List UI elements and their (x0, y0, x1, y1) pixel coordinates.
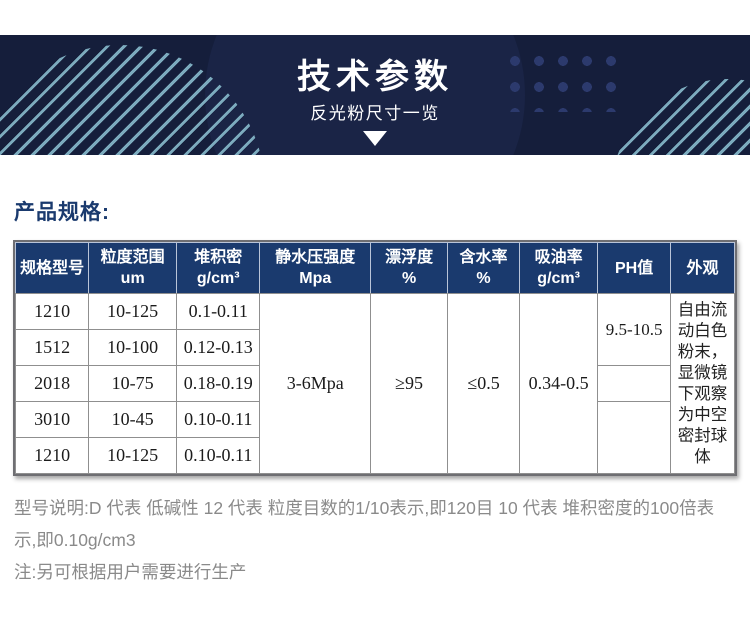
col-header-oil-absorption: 吸油率 g/cm³ (518, 242, 599, 294)
header-label: 粒度范围 (100, 249, 165, 266)
cell-oil-absorption: 0.34-0.5 (518, 293, 599, 474)
spec-table-wrapper: 规格型号 粒度范围 um 堆积密 g/cm³ 静水压强度 Mpa 漂浮度% 含水率% … (13, 240, 737, 476)
header-label: 含水率 (459, 249, 508, 266)
cell-density: 0.10-0.11 (176, 401, 261, 438)
table-row: 2018 10-75 0.18-0.19 (14, 365, 735, 402)
cell-range: 10-45 (88, 401, 178, 438)
banner-content: 技术参数 反光粉尺寸一览 (0, 35, 750, 146)
header-unit: % (401, 270, 417, 287)
header-unit: g/cm³ (196, 270, 240, 287)
cell-moisture: ≤0.5 (447, 293, 520, 474)
note-custom-production: 注:另可根据用户需要进行生产 (14, 562, 247, 582)
cell-model: 3010 (14, 401, 90, 438)
banner-title: 技术参数 (297, 58, 453, 96)
col-header-bulk-density: 堆积密 g/cm³ (176, 242, 261, 294)
cell-model: 1512 (14, 329, 90, 366)
footnotes: 型号说明:D 代表 低碱性 12 代表 粒度目数的1/10表示,即120目 10… (14, 492, 736, 588)
col-header-hydrostatic-strength: 静水压强度 Mpa (259, 242, 372, 294)
section-title: 产品规格: (14, 201, 110, 224)
header-unit: Mpa (299, 270, 332, 287)
header-label: 规格型号 (20, 259, 85, 277)
note-model-explanation: 型号说明:D 代表 低碱性 12 代表 粒度目数的1/10表示,即120目 10… (14, 498, 715, 550)
header-label: 静水压强度 (275, 249, 356, 266)
cell-density: 0.18-0.19 (176, 365, 261, 402)
table-row: 3010 10-45 0.10-0.11 (14, 401, 735, 474)
cell-ph-empty (597, 365, 671, 402)
cell-appearance: 自由流动白色粉末，显微镜下观察为中空密封球体 (669, 293, 736, 474)
cell-range: 10-125 (88, 293, 178, 330)
col-header-particle-size: 粒度范围 um (88, 242, 178, 294)
header-unit: % (476, 270, 491, 287)
header-label: 堆积密 (194, 249, 243, 266)
cell-density: 0.12-0.13 (176, 329, 261, 366)
cell-ph: 9.5-10.5 (597, 293, 671, 366)
col-header-moisture: 含水率% (447, 242, 520, 294)
cell-density: 0.1-0.11 (176, 293, 261, 330)
header-row: 规格型号 粒度范围 um 堆积密 g/cm³ 静水压强度 Mpa 漂浮度% 含水率% … (14, 242, 736, 294)
col-header-ph: PH值 (597, 242, 671, 294)
cell-pressure: 3-6Mpa (259, 293, 372, 474)
col-header-model: 规格型号 (14, 242, 90, 294)
cell-range: 10-75 (88, 365, 178, 402)
header-unit: g/cm³ (537, 270, 580, 287)
spec-table: 规格型号 粒度范围 um 堆积密 g/cm³ 静水压强度 Mpa 漂浮度% 含水率% … (14, 242, 736, 474)
header-label: PH值 (615, 259, 654, 277)
cell-ph-empty (597, 401, 671, 474)
banner-subtitle: 反光粉尺寸一览 (310, 104, 440, 123)
col-header-appearance: 外观 (669, 242, 736, 294)
header-label: 吸油率 (534, 249, 583, 266)
banner: 技术参数 反光粉尺寸一览 (0, 35, 750, 155)
table-row: 1210 10-125 0.10-0.11 (14, 437, 735, 474)
col-header-buoyancy: 漂浮度% (370, 242, 449, 294)
cell-model: 1210 (14, 437, 90, 474)
table-row: 1210 10-125 0.1-0.11 3-6Mpa ≥95 ≤0.5 0.3… (14, 293, 736, 474)
cell-model: 1210 (14, 293, 90, 330)
table-row: 1512 10-100 0.12-0.13 (14, 329, 735, 366)
header-label: 外观 (686, 259, 719, 277)
cell-density: 0.10-0.11 (176, 437, 261, 474)
dots-grid-decoration (498, 44, 624, 112)
cell-range: 10-100 (88, 329, 178, 366)
down-triangle-icon (363, 131, 387, 146)
header-label: 漂浮度 (385, 249, 434, 266)
cell-model: 2018 (14, 365, 90, 402)
cell-range: 10-125 (88, 437, 178, 474)
header-unit: um (120, 270, 145, 287)
cell-buoyancy: ≥95 (370, 293, 449, 474)
